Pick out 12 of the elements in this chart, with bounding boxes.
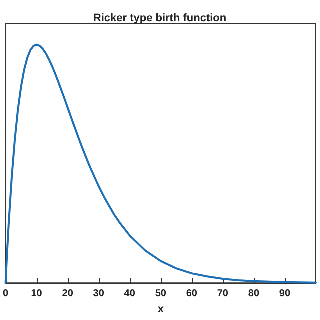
x-tick-label: 20 [62, 288, 74, 300]
x-tick-label: 60 [186, 288, 198, 300]
x-tick-label: 40 [124, 288, 136, 300]
x-tick-label: 50 [155, 288, 167, 300]
x-tick-label: 70 [217, 288, 229, 300]
x-axis-title: x [158, 304, 165, 316]
chart-title: Ricker type birth function [93, 12, 227, 24]
x-tick-label: 90 [279, 288, 291, 300]
x-tick-label: 10 [31, 288, 43, 300]
x-tick-label: 80 [248, 288, 260, 300]
x-tick-label: 30 [93, 288, 105, 300]
x-tick-label: 0 [3, 288, 9, 300]
